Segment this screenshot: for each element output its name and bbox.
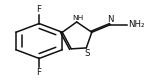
Text: NH: NH xyxy=(72,15,83,21)
Text: F: F xyxy=(37,68,42,77)
Text: NH₂: NH₂ xyxy=(128,20,145,29)
Text: N: N xyxy=(107,15,114,24)
Text: S: S xyxy=(84,49,90,58)
Text: F: F xyxy=(37,5,42,14)
